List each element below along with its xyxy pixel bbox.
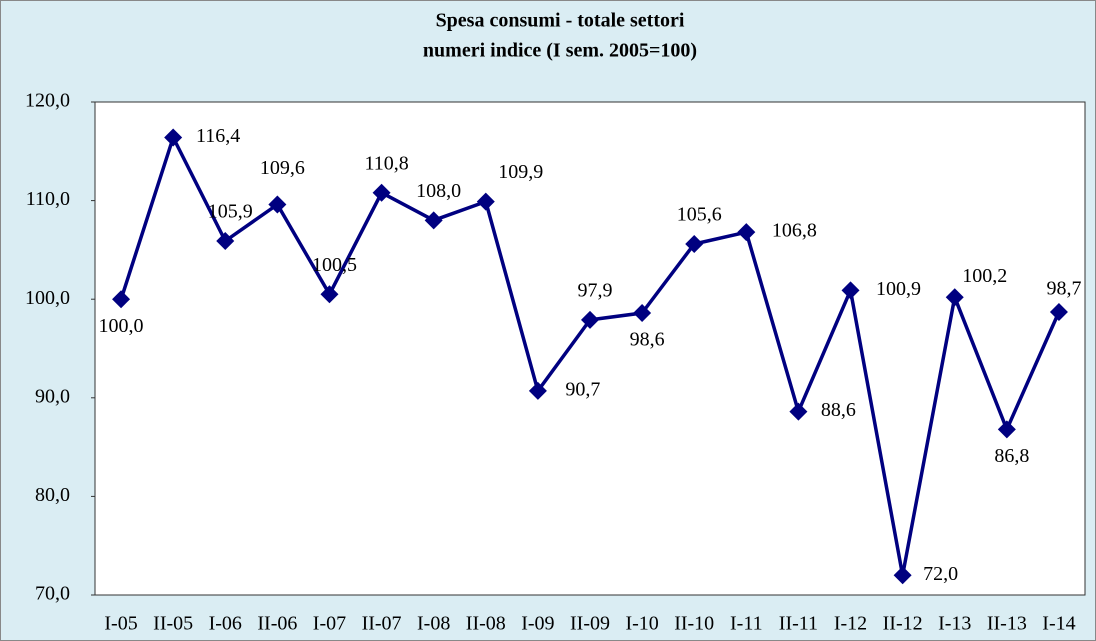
marker <box>528 381 547 400</box>
x-tick-label: II-06 <box>257 613 297 635</box>
marker <box>1049 303 1068 322</box>
x-tick-label: I-08 <box>417 613 450 635</box>
x-tick-label: I-14 <box>1042 613 1075 635</box>
marker <box>893 566 912 585</box>
data-label: 116,4 <box>196 125 240 147</box>
data-label: 100,2 <box>962 265 1007 287</box>
x-tick-label: I-05 <box>104 613 137 635</box>
y-tick-label: 90,0 <box>35 385 70 407</box>
data-label: 88,6 <box>821 399 856 421</box>
data-label: 105,6 <box>677 204 722 226</box>
data-label: 105,9 <box>208 201 253 223</box>
marker <box>685 234 704 253</box>
y-tick-label: 80,0 <box>35 484 70 506</box>
y-tick-label: 100,0 <box>25 287 70 309</box>
x-tick-label: II-11 <box>779 613 818 635</box>
data-label: 108,0 <box>416 180 461 202</box>
marker <box>581 310 599 329</box>
x-tick-label: I-10 <box>625 613 658 635</box>
x-tick-label: I-11 <box>730 613 763 635</box>
marker <box>372 183 391 202</box>
marker <box>737 223 756 242</box>
x-tick-label: I-07 <box>313 613 346 635</box>
x-tick-label: I-12 <box>834 613 867 635</box>
x-tick-label: II-05 <box>153 613 193 635</box>
data-label: 110,8 <box>364 152 408 174</box>
data-label: 100,0 <box>99 315 144 337</box>
plot-area <box>94 101 1086 596</box>
data-label: 98,6 <box>630 329 665 351</box>
data-label: 98,7 <box>1046 278 1081 300</box>
marker <box>945 288 964 307</box>
data-label: 100,9 <box>876 278 921 300</box>
y-tick-label: 110,0 <box>26 188 70 210</box>
data-label: 109,6 <box>260 157 305 179</box>
data-label: 109,9 <box>498 161 543 183</box>
marker <box>997 420 1016 439</box>
data-label: 106,8 <box>772 220 817 242</box>
chart-subtitle: numeri indice (I sem. 2005=100) <box>423 40 697 62</box>
chart-title: Spesa consumi - totale settori <box>436 10 685 32</box>
marker <box>424 211 443 230</box>
x-tick-label: II-13 <box>987 613 1027 635</box>
x-tick-label: II-10 <box>674 613 714 635</box>
x-tick-label: II-12 <box>883 613 923 635</box>
marker <box>164 128 183 147</box>
x-tick-label: II-08 <box>466 613 506 635</box>
marker <box>216 232 235 251</box>
x-tick-label: II-07 <box>362 613 402 635</box>
data-label: 100,5 <box>312 254 357 276</box>
data-label: 72,0 <box>923 563 958 585</box>
marker <box>633 304 652 323</box>
data-label: 86,8 <box>994 445 1029 467</box>
marker <box>112 290 131 309</box>
data-label: 97,9 <box>578 279 613 301</box>
marker <box>320 285 339 304</box>
marker <box>476 192 495 211</box>
y-tick-label: 70,0 <box>35 583 70 605</box>
x-tick-label: I-13 <box>938 613 971 635</box>
marker <box>268 195 287 214</box>
x-tick-label: II-09 <box>570 613 610 635</box>
x-tick-label: I-06 <box>209 613 242 635</box>
x-tick-label: I-09 <box>521 613 554 635</box>
marker <box>841 281 860 300</box>
marker <box>789 402 808 421</box>
data-label: 90,7 <box>565 378 600 400</box>
y-tick-label: 120,0 <box>25 90 70 112</box>
